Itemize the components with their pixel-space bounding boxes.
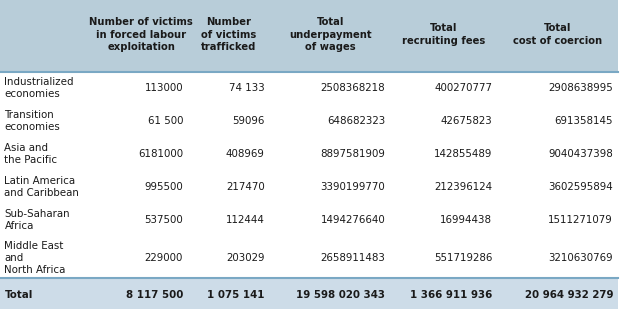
Text: Middle East
and
North Africa: Middle East and North Africa — [4, 241, 66, 275]
Bar — [94, 204, 188, 237]
Text: Total
underpayment
of wages: Total underpayment of wages — [289, 17, 371, 52]
Bar — [188, 278, 270, 309]
Text: 2508368218: 2508368218 — [321, 83, 385, 93]
Bar — [188, 204, 270, 237]
Text: 537500: 537500 — [144, 215, 183, 226]
Text: 1 366 911 936: 1 366 911 936 — [410, 290, 492, 300]
Text: 2658911483: 2658911483 — [321, 253, 385, 263]
Bar — [497, 204, 618, 237]
Text: Number
of victims
trafficked: Number of victims trafficked — [201, 17, 257, 52]
Text: 995500: 995500 — [144, 182, 183, 193]
Bar — [270, 171, 391, 204]
Text: 9040437398: 9040437398 — [548, 149, 613, 159]
Bar — [391, 204, 497, 237]
Text: Latin America
and Caribbean: Latin America and Caribbean — [4, 176, 80, 198]
Bar — [270, 0, 391, 72]
Text: 691358145: 691358145 — [555, 116, 613, 126]
Bar — [270, 278, 391, 309]
Bar — [94, 72, 188, 105]
Text: 20 964 932 279: 20 964 932 279 — [525, 290, 613, 300]
Bar — [391, 171, 497, 204]
Text: 6181000: 6181000 — [138, 149, 183, 159]
Bar — [0, 171, 94, 204]
Bar — [391, 0, 497, 72]
Bar — [188, 72, 270, 105]
Bar — [391, 105, 497, 138]
Bar — [497, 138, 618, 171]
Text: 59096: 59096 — [232, 116, 265, 126]
Text: 3210630769: 3210630769 — [548, 253, 613, 263]
Bar — [0, 237, 94, 278]
Bar — [188, 0, 270, 72]
Bar — [391, 278, 497, 309]
Bar — [0, 204, 94, 237]
Text: 1511271079: 1511271079 — [548, 215, 613, 226]
Text: 3390199770: 3390199770 — [321, 182, 385, 193]
Text: 2908638995: 2908638995 — [548, 83, 613, 93]
Bar — [0, 138, 94, 171]
Text: 142855489: 142855489 — [434, 149, 492, 159]
Text: 113000: 113000 — [144, 83, 183, 93]
Text: 16994438: 16994438 — [440, 215, 492, 226]
Bar — [270, 204, 391, 237]
Bar — [94, 278, 188, 309]
Text: 74 133: 74 133 — [229, 83, 265, 93]
Text: 8897581909: 8897581909 — [321, 149, 385, 159]
Bar — [497, 72, 618, 105]
Bar — [391, 72, 497, 105]
Bar — [0, 72, 94, 105]
Text: Transition
economies: Transition economies — [4, 110, 60, 132]
Text: 212396124: 212396124 — [434, 182, 492, 193]
Text: Total
recruiting fees: Total recruiting fees — [403, 23, 485, 46]
Text: 203029: 203029 — [226, 253, 265, 263]
Bar — [0, 105, 94, 138]
Text: 229000: 229000 — [145, 253, 183, 263]
Text: Total
cost of coercion: Total cost of coercion — [513, 23, 602, 46]
Text: 3602595894: 3602595894 — [548, 182, 613, 193]
Bar — [188, 237, 270, 278]
Bar — [270, 237, 391, 278]
Bar — [270, 138, 391, 171]
Text: 648682323: 648682323 — [327, 116, 385, 126]
Text: 400270777: 400270777 — [434, 83, 492, 93]
Bar — [94, 171, 188, 204]
Text: Industrialized
economies: Industrialized economies — [4, 77, 74, 99]
Text: 42675823: 42675823 — [441, 116, 492, 126]
Text: Total: Total — [4, 290, 33, 300]
Bar — [497, 105, 618, 138]
Bar — [497, 0, 618, 72]
Text: 1 075 141: 1 075 141 — [207, 290, 265, 300]
Bar — [270, 72, 391, 105]
Text: Number of victims
in forced labour
exploitation: Number of victims in forced labour explo… — [89, 17, 193, 52]
Bar — [188, 171, 270, 204]
Text: Sub-Saharan
Africa: Sub-Saharan Africa — [4, 210, 70, 231]
Bar — [94, 0, 188, 72]
Bar — [270, 105, 391, 138]
Bar — [497, 237, 618, 278]
Bar — [188, 138, 270, 171]
Text: Asia and
the Pacific: Asia and the Pacific — [4, 143, 58, 165]
Bar — [94, 138, 188, 171]
Text: 8 117 500: 8 117 500 — [126, 290, 183, 300]
Text: 551719286: 551719286 — [434, 253, 492, 263]
Text: 408969: 408969 — [226, 149, 265, 159]
Text: 61 500: 61 500 — [148, 116, 183, 126]
Bar — [0, 278, 94, 309]
Text: 19 598 020 343: 19 598 020 343 — [296, 290, 385, 300]
Bar — [497, 171, 618, 204]
Text: 1494276640: 1494276640 — [321, 215, 385, 226]
Bar — [94, 237, 188, 278]
Bar — [391, 237, 497, 278]
Bar — [188, 105, 270, 138]
Bar — [0, 0, 94, 72]
Bar — [94, 105, 188, 138]
Bar — [497, 278, 618, 309]
Bar — [391, 138, 497, 171]
Text: 217470: 217470 — [226, 182, 265, 193]
Text: 112444: 112444 — [226, 215, 265, 226]
